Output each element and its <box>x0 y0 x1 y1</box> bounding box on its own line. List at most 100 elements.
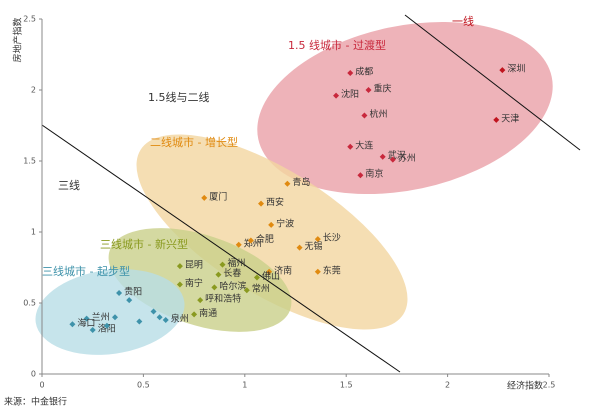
y-tick-label: 1.5 <box>23 157 36 166</box>
point-label: 杭州 <box>369 108 387 120</box>
y-tick-label: 2 <box>31 86 36 95</box>
point-label: 天津 <box>501 113 519 124</box>
point <box>314 236 321 243</box>
y-tick-label: 1 <box>31 228 36 237</box>
point-label: 合肥 <box>256 233 274 245</box>
point <box>197 297 204 304</box>
point <box>499 67 506 74</box>
point-label: 济南 <box>274 264 292 276</box>
source: 来源：中金银行 <box>4 396 67 408</box>
point <box>211 284 218 291</box>
x-tick-label: 1.5 <box>340 381 353 390</box>
point-label: 福州 <box>227 257 245 269</box>
point-label: 昆明 <box>185 260 203 271</box>
groups <box>35 14 581 373</box>
annotation: 1.5线与二线 <box>148 90 210 104</box>
point-label: 大连 <box>355 139 373 151</box>
y-tick-label: 0.5 <box>23 299 36 308</box>
point <box>333 92 340 99</box>
point-label: 南京 <box>365 168 383 180</box>
point-label: 南宁 <box>185 277 203 289</box>
point-label: 东莞 <box>323 264 341 276</box>
point-label: 厦门 <box>209 190 227 202</box>
divider <box>404 14 581 151</box>
point <box>176 281 183 288</box>
group-label: 三线城市 - 起步型 <box>42 264 130 278</box>
point <box>219 261 226 268</box>
point <box>258 200 265 207</box>
x-tick-label: 1 <box>242 381 247 390</box>
y-axis-label: 房地产指数 <box>12 17 24 62</box>
x-tick-label: 2 <box>445 381 450 390</box>
point <box>89 326 96 333</box>
point <box>69 321 76 328</box>
point <box>191 311 198 318</box>
point <box>243 287 250 294</box>
point-label: 无锡 <box>305 241 323 252</box>
point <box>112 314 119 321</box>
point-label: 呼和浩特 <box>205 293 241 305</box>
x-tick-label: 0 <box>39 381 44 390</box>
point <box>235 241 242 248</box>
point <box>268 221 275 228</box>
point <box>389 156 396 163</box>
point-label: 佛山 <box>262 270 280 282</box>
point <box>116 290 123 297</box>
point <box>357 172 364 179</box>
group-label: 1.5 线城市 - 过渡型 <box>288 38 386 52</box>
point <box>201 194 208 201</box>
point-label: 西安 <box>266 196 284 208</box>
x-tick-label: 0.5 <box>137 381 150 390</box>
point <box>126 297 133 304</box>
point <box>296 244 303 251</box>
point-label: 贵阳 <box>124 286 142 298</box>
point <box>347 69 354 76</box>
point <box>162 317 169 324</box>
point <box>136 318 143 325</box>
tier-ellipse <box>35 269 185 355</box>
point-label: 泉州 <box>171 313 189 325</box>
tier-ellipse <box>257 21 553 195</box>
x-tick-label: 2.5 <box>543 381 556 390</box>
group-label: 三线城市 - 新兴型 <box>100 237 188 251</box>
point <box>247 237 254 244</box>
point <box>361 112 368 119</box>
point <box>156 314 163 321</box>
point-label: 哈尔滨 <box>219 280 246 292</box>
point <box>379 153 386 160</box>
point <box>83 315 90 322</box>
point-label: 重庆 <box>374 83 392 95</box>
point-label: 兰州 <box>92 311 110 323</box>
divider <box>41 124 401 373</box>
point-label: 苏州 <box>398 152 416 164</box>
point <box>493 116 500 123</box>
point-label: 海口 <box>77 317 95 329</box>
point <box>215 271 222 278</box>
point <box>266 268 273 275</box>
point-label: 南通 <box>199 307 217 319</box>
y-tick-label: 2.5 <box>23 15 36 24</box>
point-label: 宁波 <box>276 217 294 229</box>
group-label: 一线 <box>452 14 474 28</box>
point <box>314 268 321 275</box>
point <box>365 87 372 93</box>
point <box>150 308 157 315</box>
point <box>284 180 291 187</box>
point <box>103 322 110 329</box>
point-label: 长春 <box>223 267 241 279</box>
y-tick-label: 0 <box>31 370 36 379</box>
group-label: 二线城市 - 增长型 <box>150 135 238 149</box>
point <box>347 143 354 150</box>
tier-ellipse <box>136 134 408 330</box>
point-label: 常州 <box>252 283 270 295</box>
point-label: 沈阳 <box>341 88 359 100</box>
point-label: 长沙 <box>323 232 341 244</box>
x-axis-label: 经济指数 <box>507 380 543 392</box>
point-label: 深圳 <box>507 64 525 75</box>
point-label: 青岛 <box>292 176 310 188</box>
point <box>253 274 260 281</box>
point-label: 成都 <box>355 65 373 77</box>
annotation: 三线 <box>58 178 80 192</box>
point <box>176 263 183 270</box>
